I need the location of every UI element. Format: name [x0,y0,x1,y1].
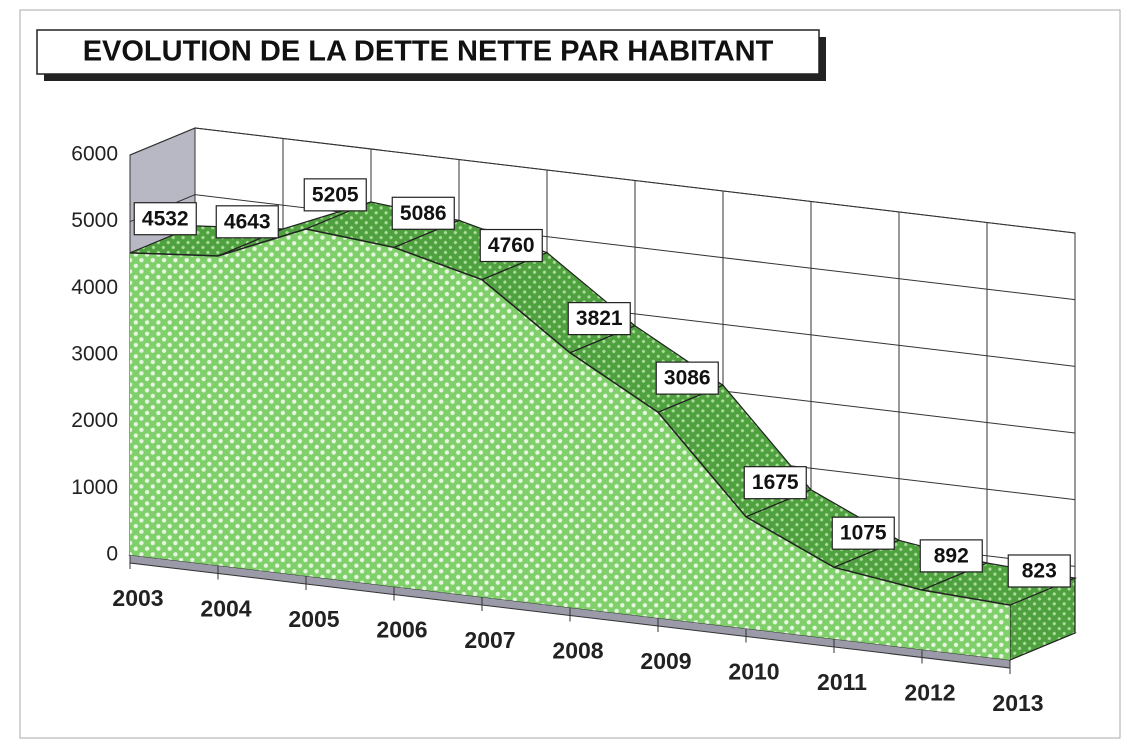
x-tick-label: 2012 [904,680,955,706]
area-front [130,229,1010,660]
y-tick-label: 4000 [71,276,118,299]
data-label-box [567,302,631,336]
chart-title: EVOLUTION DE LA DETTE NETTE PAR HABITANT [83,36,774,68]
y-tick-label: 1000 [71,476,118,499]
data-label-box [831,516,895,550]
data-label-box [655,361,719,395]
x-tick-label: 2008 [552,638,603,664]
data-label: 4760 [488,234,535,257]
data-label: 5205 [312,183,359,206]
frame [19,9,1121,739]
data-label-box [303,178,367,212]
data-label-box [133,202,197,236]
x-tick-label: 2006 [376,617,427,643]
x-tick-label: 2009 [640,648,691,674]
y-tick-label: 5000 [71,209,118,232]
data-label: 4643 [224,210,271,233]
x-tick-label: 2010 [728,659,779,685]
data-label: 1675 [752,471,799,494]
data-label: 892 [934,544,969,567]
data-label-box [479,228,543,263]
data-label: 823 [1022,560,1057,583]
y-tick-label: 6000 [71,143,118,166]
title-box [36,29,820,75]
data-label-box [743,466,807,500]
x-tick-label: 2007 [464,627,515,653]
y-tick-label: 3000 [71,343,118,366]
data-label-box [391,196,455,230]
x-tick-label: 2003 [112,585,163,611]
data-label: 1075 [840,522,887,545]
grid-line [129,127,1076,234]
y-tick-label: 0 [106,543,118,566]
data-label-box [1007,554,1071,588]
data-label: 4532 [142,207,189,230]
data-label: 5086 [400,202,447,225]
data-label-box [215,205,279,239]
x-tick-label: 2011 [817,669,867,695]
data-label: 3821 [576,307,623,330]
x-tick-label: 2004 [200,596,251,622]
data-label-box [919,539,983,573]
data-label: 3086 [664,367,711,390]
x-tick-label: 2005 [288,606,339,632]
x-tick-label: 2013 [992,690,1043,716]
y-tick-label: 2000 [71,409,118,432]
